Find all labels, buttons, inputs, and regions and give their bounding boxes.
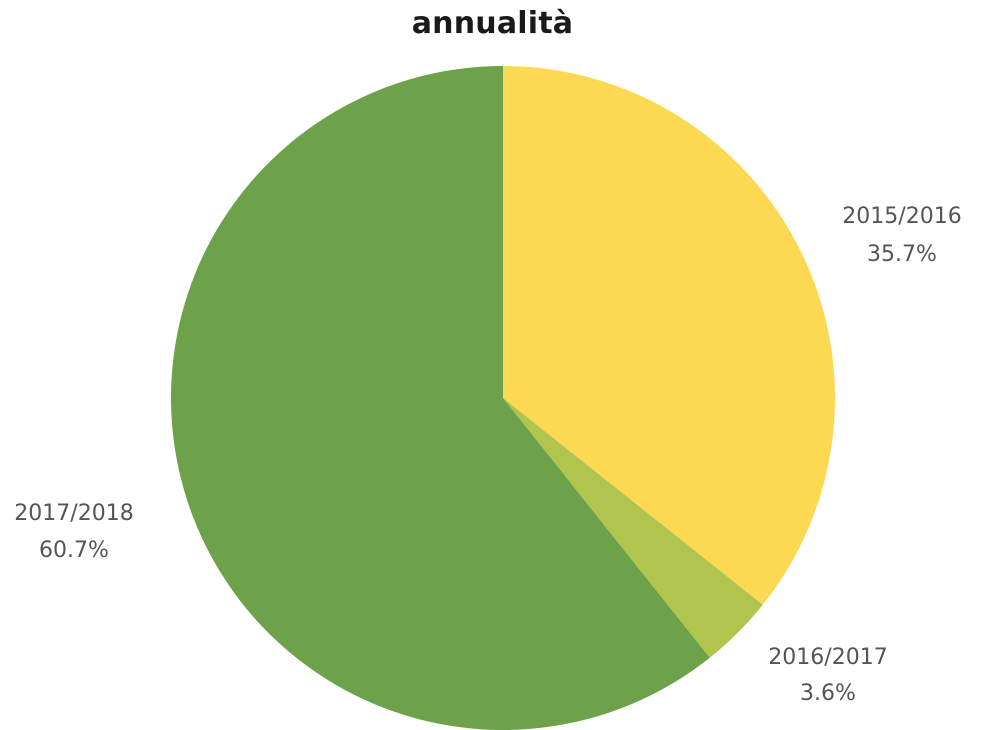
slice-label-2015-2016: 2015/2016: [842, 204, 961, 229]
pie-slice-2016-2017: [503, 398, 763, 658]
pie-labels: 2015/2016 35.7% 2016/2017 3.6% 2017/2018 60.7…: [14, 204, 961, 706]
pie-slice-2017-2018: [170, 66, 710, 730]
slice-label-2017-2018: 2017/2018: [14, 501, 133, 526]
slice-label-2016-2017: 2016/2017: [768, 645, 887, 670]
chart-title: annualità: [411, 6, 574, 41]
slice-percent-2015-2016: 35.7%: [867, 242, 937, 267]
slice-percent-2016-2017: 3.6%: [800, 681, 856, 706]
slice-percent-2017-2018: 60.7%: [39, 538, 109, 563]
pie-slice-2015-2016: [503, 66, 835, 605]
pie-slices: [170, 66, 835, 730]
